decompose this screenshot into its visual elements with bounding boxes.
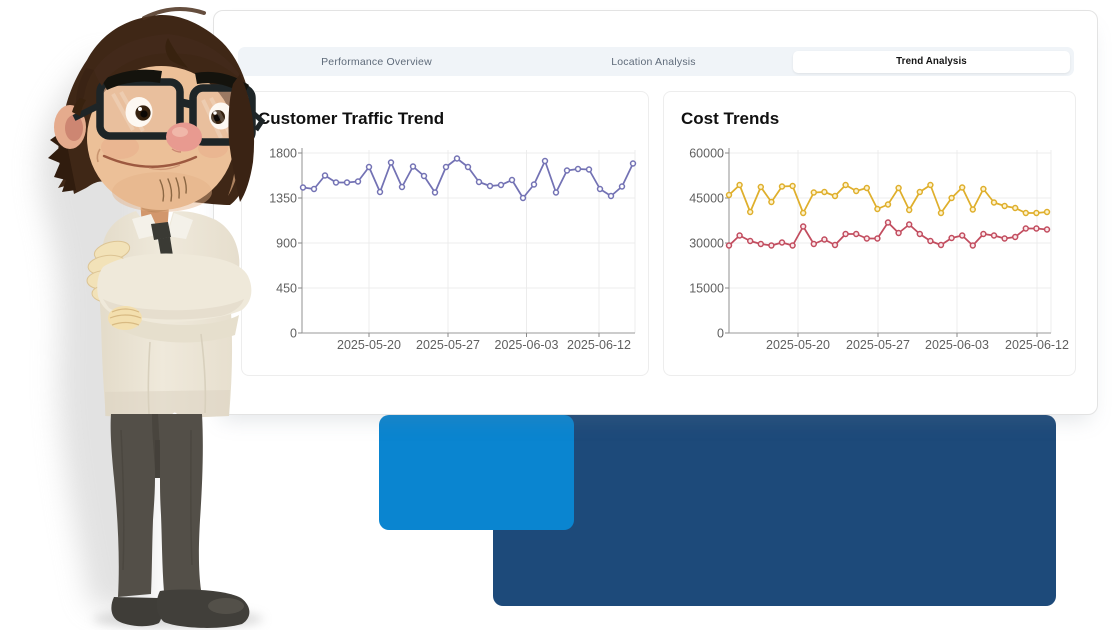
svg-text:60000: 60000 <box>689 147 724 161</box>
svg-text:2025-06-03: 2025-06-03 <box>495 338 559 352</box>
svg-text:2025-05-20: 2025-05-20 <box>766 338 830 352</box>
svg-text:0: 0 <box>717 327 724 341</box>
svg-text:1800: 1800 <box>269 147 297 161</box>
svg-text:45000: 45000 <box>689 192 724 206</box>
svg-text:30000: 30000 <box>689 237 724 251</box>
svg-text:2025-05-27: 2025-05-27 <box>416 338 480 352</box>
svg-text:1350: 1350 <box>269 192 297 206</box>
svg-text:15000: 15000 <box>689 282 724 296</box>
svg-text:450: 450 <box>276 282 297 296</box>
svg-text:900: 900 <box>276 237 297 251</box>
svg-text:2025-06-12: 2025-06-12 <box>1005 338 1069 352</box>
svg-text:2025-05-20: 2025-05-20 <box>337 338 401 352</box>
svg-text:2025-06-03: 2025-06-03 <box>925 338 989 352</box>
svg-text:2025-06-12: 2025-06-12 <box>567 338 631 352</box>
svg-text:0: 0 <box>290 327 297 341</box>
svg-text:2025-05-27: 2025-05-27 <box>846 338 910 352</box>
